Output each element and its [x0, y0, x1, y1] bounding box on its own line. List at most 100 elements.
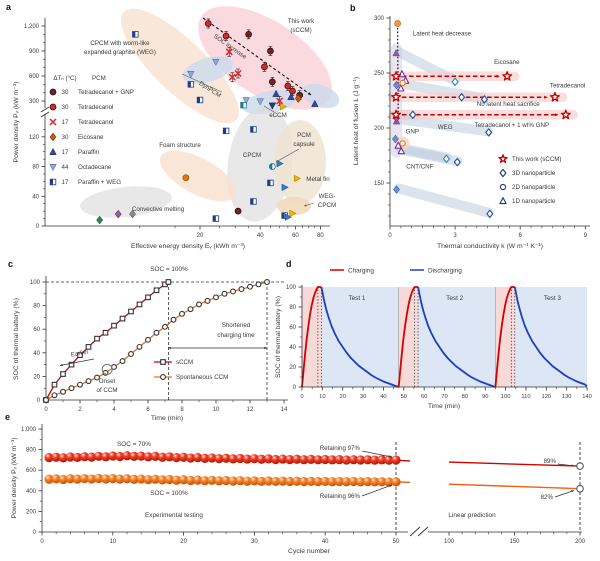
y-tick: 20 — [289, 365, 296, 371]
orange-ball — [278, 476, 288, 486]
pointer-line — [275, 148, 300, 163]
x-tick: 0 — [388, 233, 392, 239]
annotation: Foam structure — [159, 142, 201, 149]
x-tick: 40 — [257, 233, 264, 239]
series-paraffin — [272, 90, 319, 107]
orange-ball — [72, 474, 82, 484]
marker-circle-open — [128, 351, 134, 357]
marker-circle — [204, 20, 212, 27]
legend-pcm: Paraffin — [78, 149, 100, 156]
series-octadecane — [187, 58, 264, 106]
orange-ball — [228, 476, 238, 486]
marker-square-open — [111, 322, 117, 329]
red-ball — [249, 454, 259, 464]
x-tick: 30 — [360, 394, 366, 400]
marker-star — [549, 91, 560, 102]
x-tick: 130 — [562, 394, 572, 400]
marker-circle-open — [213, 294, 219, 301]
legend-pcm: Tetradecanol — [78, 104, 113, 111]
annotation: CNT/CNF — [406, 164, 433, 171]
red-ball — [136, 451, 146, 461]
series-3d-open-diamond-teal — [442, 77, 459, 163]
marker-x — [276, 97, 284, 105]
annotation: SOC = 70% — [117, 441, 151, 448]
red-ball — [214, 454, 224, 464]
arrow-head — [571, 464, 574, 467]
red-ball — [72, 452, 82, 463]
marker-diamond-open — [486, 209, 494, 218]
marker-diamond-open — [451, 77, 459, 86]
arrow-head — [264, 346, 267, 350]
orange-ball — [341, 477, 352, 487]
marker-circle-open — [399, 140, 406, 147]
orange-ball — [271, 476, 281, 487]
marker-circle-open — [499, 183, 507, 191]
red-ball — [115, 451, 125, 462]
x-tick: 100 — [501, 394, 511, 400]
charging-curve — [301, 286, 322, 388]
marker-circle-open — [43, 397, 49, 403]
marker-circle — [49, 88, 57, 96]
orange-ball — [65, 474, 75, 484]
marker-x — [228, 73, 236, 81]
prediction-endpoint — [576, 484, 584, 493]
marker-diamond — [114, 210, 122, 219]
orange-ball — [249, 476, 259, 486]
annotation: Tetradecanol — [550, 82, 585, 89]
panel-letter-c: c — [8, 259, 14, 269]
marker-circle-open — [238, 286, 245, 293]
marker-square-open — [77, 352, 83, 359]
legend: ΔTₕ (°C) PCM 30 Tetradecanol + GNP 30 Tetrade… — [49, 75, 134, 186]
y-tick: 250 — [374, 71, 385, 77]
red-ball — [143, 452, 153, 462]
marker-circle-open — [153, 329, 160, 336]
cluster-region — [274, 120, 326, 204]
red-ball — [79, 452, 90, 462]
marker-triangle-up — [49, 148, 57, 155]
x-tick: 9 — [584, 233, 588, 239]
axis-break — [417, 526, 429, 537]
discharging-curve — [320, 286, 399, 388]
red-ball — [58, 453, 68, 463]
red-ball — [164, 452, 175, 462]
red-ball — [356, 455, 366, 465]
annotation: Retaining 96% — [320, 493, 361, 500]
marker-triangle-up — [392, 49, 400, 57]
red-ball — [108, 451, 118, 461]
arrow-head — [389, 455, 392, 458]
y-tick: 1,000 — [21, 427, 37, 433]
marker-circle-open — [230, 288, 236, 295]
marker-square-open — [160, 359, 166, 365]
series-convective-green — [96, 215, 103, 225]
legend-pcm: Tetradecanol + GNP — [78, 89, 134, 96]
y-tick: 40 — [33, 351, 40, 357]
orange-ball — [101, 474, 111, 484]
panel-b: 0 3 6 9 150 200 250 300 Thermal conductivity k (… — [348, 4, 600, 256]
orange-ball — [348, 476, 359, 487]
marker-diamond-open — [453, 157, 461, 167]
red-ball — [200, 453, 210, 463]
orange-ball — [129, 474, 139, 484]
red-ball — [292, 454, 302, 464]
marker-circle-open — [160, 374, 166, 380]
marker-square-open — [153, 287, 160, 294]
legend-header: PCM — [92, 75, 106, 82]
red-ball — [263, 454, 274, 464]
marker-triangle-right — [284, 213, 292, 221]
x-tick: 40 — [380, 394, 386, 400]
annotation: eCCM — [269, 112, 287, 119]
red-ball — [384, 455, 394, 465]
y-tick: 150 — [374, 181, 385, 187]
y-tick: 80 — [32, 165, 39, 171]
marker-circle-open — [60, 388, 66, 395]
red-ball — [228, 454, 238, 464]
x-tick: 80 — [462, 394, 468, 400]
marker-square-open — [68, 361, 75, 368]
x-tick: 60 — [292, 233, 299, 239]
y-axis-label: SOC of thermal battery (%) — [275, 296, 282, 378]
y-tick: 40 — [289, 345, 296, 351]
marker-diamond-open — [499, 168, 507, 178]
marker-circle-open — [264, 279, 270, 285]
legend: This work (sCCM) 3D nanoparticle 2D nanopa… — [498, 154, 562, 205]
marker-circle — [268, 78, 276, 86]
